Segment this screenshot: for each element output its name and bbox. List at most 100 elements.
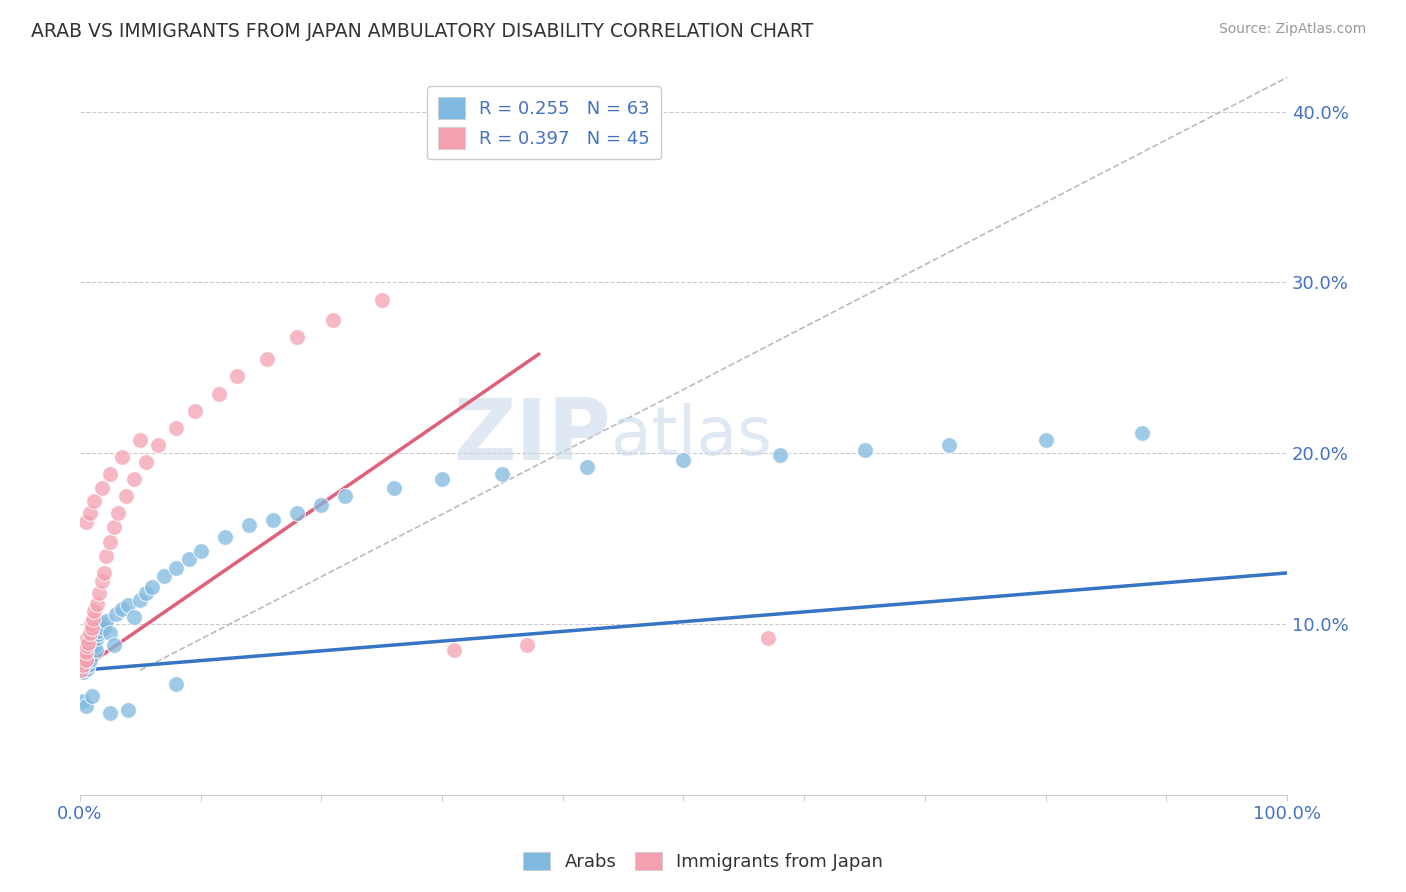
Point — [575, 460, 598, 475]
Point — [72, 648, 94, 662]
Point — [129, 593, 152, 607]
Point — [1035, 433, 1057, 447]
Point — [75, 657, 97, 671]
Point — [72, 648, 94, 662]
Point — [83, 603, 105, 617]
Point — [165, 677, 187, 691]
Point — [76, 662, 98, 676]
Point — [76, 641, 98, 656]
Point — [70, 655, 93, 669]
Point — [80, 632, 103, 647]
Point — [103, 520, 125, 534]
Point — [90, 574, 112, 589]
Point — [75, 644, 97, 658]
Point — [98, 625, 121, 640]
Point — [72, 646, 94, 660]
Text: ZIP: ZIP — [453, 395, 612, 478]
Point — [117, 599, 139, 613]
Point — [73, 643, 96, 657]
Point — [75, 699, 97, 714]
Point — [76, 640, 98, 654]
Point — [82, 612, 104, 626]
Point — [90, 481, 112, 495]
Point — [335, 489, 357, 503]
Point — [84, 643, 107, 657]
Point — [238, 518, 260, 533]
Point — [89, 624, 111, 638]
Point — [114, 489, 136, 503]
Point — [190, 543, 212, 558]
Point — [90, 617, 112, 632]
Point — [225, 369, 247, 384]
Point — [80, 617, 103, 632]
Point — [75, 515, 97, 529]
Point — [135, 455, 157, 469]
Point — [177, 552, 200, 566]
Point — [141, 580, 163, 594]
Point — [165, 420, 187, 434]
Point — [443, 643, 465, 657]
Point — [153, 569, 176, 583]
Point — [82, 629, 104, 643]
Point — [72, 660, 94, 674]
Point — [256, 352, 278, 367]
Point — [80, 625, 103, 640]
Point — [117, 703, 139, 717]
Point — [769, 448, 792, 462]
Point — [96, 614, 118, 628]
Point — [73, 649, 96, 664]
Point — [98, 467, 121, 481]
Point — [79, 506, 101, 520]
Point — [87, 627, 110, 641]
Point — [72, 658, 94, 673]
Point — [491, 467, 513, 481]
Point — [262, 513, 284, 527]
Point — [853, 442, 876, 457]
Point — [129, 433, 152, 447]
Legend: R = 0.255   N = 63, R = 0.397   N = 45: R = 0.255 N = 63, R = 0.397 N = 45 — [427, 87, 661, 160]
Point — [1130, 425, 1153, 440]
Point — [83, 494, 105, 508]
Point — [77, 636, 100, 650]
Point — [98, 706, 121, 720]
Point — [86, 631, 108, 645]
Point — [111, 450, 134, 464]
Text: atlas: atlas — [612, 403, 772, 469]
Point — [122, 472, 145, 486]
Point — [122, 610, 145, 624]
Point — [756, 631, 779, 645]
Point — [111, 602, 134, 616]
Point — [75, 653, 97, 667]
Point — [285, 330, 308, 344]
Text: Source: ZipAtlas.com: Source: ZipAtlas.com — [1219, 22, 1367, 37]
Point — [73, 643, 96, 657]
Point — [208, 386, 231, 401]
Point — [72, 694, 94, 708]
Point — [72, 653, 94, 667]
Point — [311, 498, 333, 512]
Point — [322, 313, 344, 327]
Point — [77, 634, 100, 648]
Point — [72, 665, 94, 679]
Point — [214, 530, 236, 544]
Text: ARAB VS IMMIGRANTS FROM JAPAN AMBULATORY DISABILITY CORRELATION CHART: ARAB VS IMMIGRANTS FROM JAPAN AMBULATORY… — [31, 22, 813, 41]
Point — [83, 640, 105, 654]
Point — [79, 653, 101, 667]
Point — [285, 506, 308, 520]
Point — [165, 561, 187, 575]
Point — [89, 586, 111, 600]
Point — [672, 453, 695, 467]
Point — [515, 638, 537, 652]
Point — [103, 638, 125, 652]
Point — [79, 644, 101, 658]
Point — [72, 655, 94, 669]
Point — [77, 658, 100, 673]
Point — [93, 566, 115, 580]
Point — [80, 689, 103, 703]
Point — [382, 481, 405, 495]
Point — [183, 403, 205, 417]
Point — [86, 597, 108, 611]
Point — [105, 607, 128, 621]
Point — [938, 438, 960, 452]
Point — [80, 621, 103, 635]
